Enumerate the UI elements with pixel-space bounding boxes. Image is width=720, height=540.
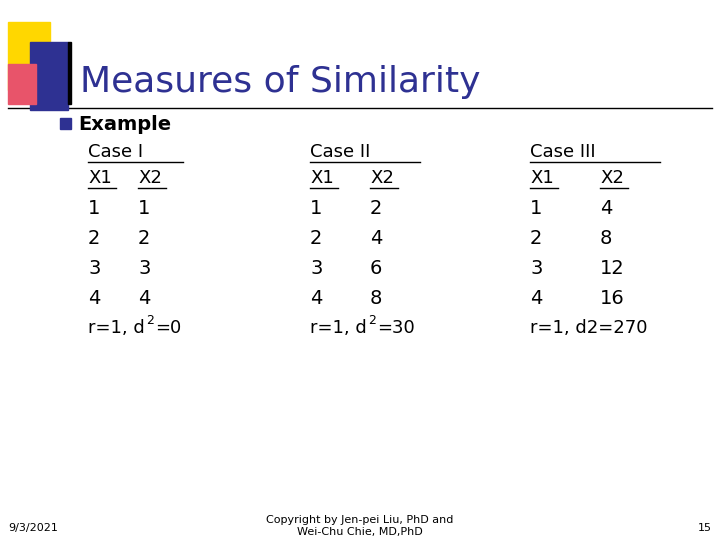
Text: 16: 16	[600, 288, 625, 307]
Text: 9/3/2021: 9/3/2021	[8, 523, 58, 533]
Text: 8: 8	[600, 228, 613, 247]
Text: Case II: Case II	[310, 143, 370, 161]
Text: 4: 4	[310, 288, 323, 307]
Bar	[8, 22, 50, 90]
Text: Example: Example	[78, 114, 171, 133]
Text: 2: 2	[368, 314, 376, 327]
Text: r=1, d2=270: r=1, d2=270	[530, 319, 647, 337]
Text: =0: =0	[155, 319, 181, 337]
Text: 3: 3	[88, 259, 100, 278]
Text: 3: 3	[530, 259, 542, 278]
Text: 4: 4	[138, 288, 150, 307]
Text: 4: 4	[88, 288, 100, 307]
Text: r=1, d: r=1, d	[88, 319, 145, 337]
Text: 1: 1	[310, 199, 323, 218]
Text: 1: 1	[530, 199, 542, 218]
Text: 6: 6	[370, 259, 382, 278]
Bar	[68, 42, 71, 104]
Bar	[8, 64, 36, 104]
Text: 2: 2	[530, 228, 542, 247]
Text: 2: 2	[88, 228, 100, 247]
Text: X2: X2	[600, 169, 624, 187]
Text: 3: 3	[138, 259, 150, 278]
Text: 2: 2	[370, 199, 382, 218]
Text: r=1, d: r=1, d	[310, 319, 366, 337]
Text: X1: X1	[310, 169, 334, 187]
Bar	[60, 118, 71, 129]
Text: 12: 12	[600, 259, 625, 278]
Text: Measures of Similarity: Measures of Similarity	[80, 65, 480, 99]
Bar	[30, 42, 68, 110]
Text: 1: 1	[88, 199, 100, 218]
Text: 15: 15	[698, 523, 712, 533]
Text: 4: 4	[530, 288, 542, 307]
Text: 2: 2	[138, 228, 150, 247]
Text: X1: X1	[88, 169, 112, 187]
Text: 4: 4	[370, 228, 382, 247]
Text: Copyright by Jen-pei Liu, PhD and
Wei-Chu Chie, MD,PhD: Copyright by Jen-pei Liu, PhD and Wei-Ch…	[266, 515, 454, 537]
Text: X2: X2	[370, 169, 394, 187]
Text: =30: =30	[377, 319, 415, 337]
Text: 8: 8	[370, 288, 382, 307]
Text: X2: X2	[138, 169, 162, 187]
Text: 4: 4	[600, 199, 613, 218]
Text: 2: 2	[146, 314, 154, 327]
Text: Case I: Case I	[88, 143, 143, 161]
Text: 3: 3	[310, 259, 323, 278]
Text: X1: X1	[530, 169, 554, 187]
Text: 2: 2	[310, 228, 323, 247]
Text: Case III: Case III	[530, 143, 595, 161]
Text: 1: 1	[138, 199, 150, 218]
